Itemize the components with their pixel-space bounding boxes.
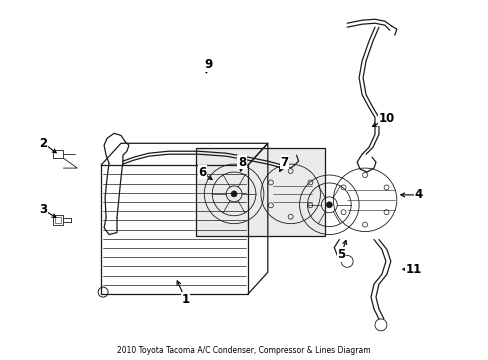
Text: 2010 Toyota Tacoma A/C Condenser, Compressor & Lines Diagram: 2010 Toyota Tacoma A/C Condenser, Compre… bbox=[117, 346, 370, 355]
Text: 8: 8 bbox=[237, 156, 245, 168]
Circle shape bbox=[231, 191, 237, 197]
Text: 4: 4 bbox=[414, 188, 422, 201]
Text: 2: 2 bbox=[40, 137, 47, 150]
Bar bbox=[53, 150, 63, 158]
Text: 5: 5 bbox=[336, 248, 345, 261]
Text: 9: 9 bbox=[203, 58, 212, 71]
Bar bbox=[55, 217, 61, 223]
Text: 10: 10 bbox=[378, 112, 394, 125]
Text: 1: 1 bbox=[181, 293, 189, 306]
Text: 7: 7 bbox=[280, 156, 288, 168]
Circle shape bbox=[325, 202, 332, 208]
Text: 3: 3 bbox=[40, 203, 47, 216]
Text: 11: 11 bbox=[405, 263, 421, 276]
Bar bbox=[53, 215, 63, 225]
Text: 6: 6 bbox=[198, 166, 206, 179]
Bar bbox=[196, 148, 325, 235]
